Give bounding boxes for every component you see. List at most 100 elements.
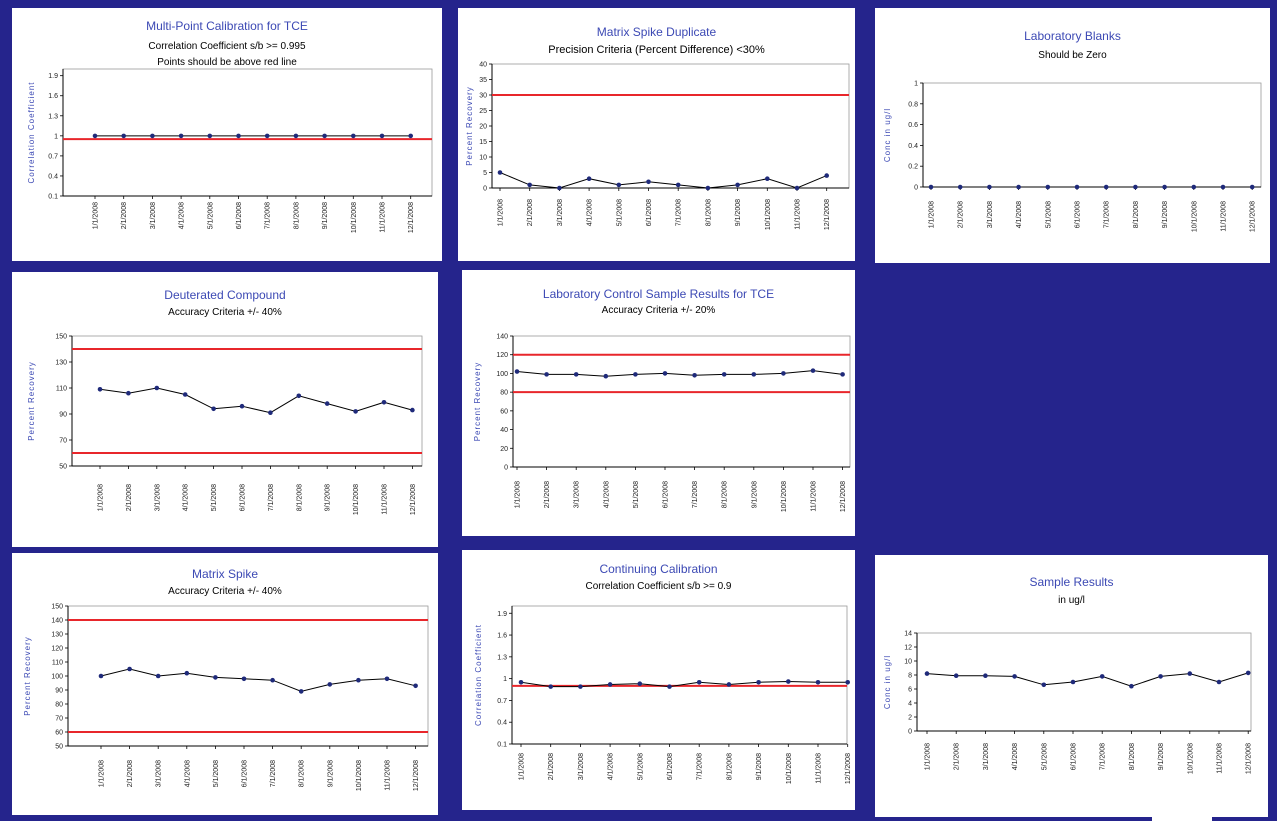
data-point — [1216, 679, 1222, 685]
data-point — [381, 400, 387, 405]
x-tick-label: 7/1/2008 — [265, 202, 272, 229]
chart-deuterated-compound: 50 70 90 110 130 150 Percent Recovery 1/1/2008 2… — [27, 334, 423, 515]
series-line — [100, 668, 416, 692]
y-tick-label: 140 — [496, 334, 508, 341]
data-point — [840, 372, 845, 377]
data-point — [384, 676, 390, 682]
y-tick-label: 90 — [59, 412, 67, 419]
x-tick-label: 11/1/2008 — [795, 199, 802, 230]
x-tick-label: 8/1/2008 — [726, 753, 733, 780]
x-tick-label: 7/1/2008 — [676, 199, 683, 226]
x-tick-label: 7/1/2008 — [1104, 201, 1111, 228]
y-axis-title: Correlation Coefficient — [474, 624, 483, 726]
y-tick-label: 25 — [479, 108, 487, 115]
x-tick-label: 7/1/2008 — [692, 481, 699, 508]
data-point — [794, 185, 800, 191]
data-point — [527, 182, 532, 188]
x-tick-label: 4/1/2008 — [1012, 743, 1019, 770]
data-point — [518, 679, 524, 685]
x-tick-label: 9/1/2008 — [322, 202, 329, 229]
x-tick-label: 12/1/2008 — [840, 481, 847, 512]
data-point — [1245, 670, 1251, 676]
y-tick-label: 0 — [504, 465, 508, 472]
y-tick-label: 1.3 — [48, 113, 58, 120]
y-tick-label: 1.9 — [497, 611, 507, 618]
y-tick-label: 120 — [51, 646, 63, 653]
data-point — [178, 133, 184, 139]
y-tick-label: 6 — [908, 687, 912, 694]
x-tick-label: 9/1/2008 — [325, 484, 332, 511]
x-tick-label: 6/1/2008 — [667, 753, 674, 780]
data-point — [721, 372, 727, 377]
data-point — [557, 185, 562, 191]
x-tick-label: 11/1/2008 — [811, 481, 818, 512]
series-line — [99, 387, 413, 414]
y-axis-title: Percent Recovery — [23, 636, 32, 716]
chart-panel-laboratory-blanks: Laboratory Blanks Should be Zero 0 0.2 0.4… — [875, 8, 1270, 263]
data-point — [121, 133, 126, 139]
x-tick-label: 1/1/2008 — [498, 199, 505, 226]
y-tick-label: 60 — [55, 730, 63, 737]
x-tick-label: 5/1/2008 — [616, 199, 623, 226]
data-point — [756, 679, 761, 685]
data-point — [573, 372, 579, 377]
data-point — [735, 182, 740, 188]
y-tick-label: 110 — [56, 386, 67, 393]
chart-panel-deuterated-compound: Deuterated Compound Accuracy Criteria +/… — [12, 272, 438, 547]
data-point — [544, 372, 549, 377]
chart-title: Matrix Spike Duplicate — [596, 25, 717, 39]
data-point — [356, 677, 361, 683]
chart-title: Continuing Calibration — [599, 562, 718, 576]
plot-area — [67, 605, 429, 747]
y-tick-label: 70 — [55, 716, 63, 723]
y-tick-label: 1.3 — [497, 654, 507, 661]
x-tick-label: 8/1/2008 — [296, 484, 303, 511]
chart-subtitle-2: Points should be above red line — [157, 57, 297, 68]
plot-area — [511, 605, 848, 745]
x-tick-label: 5/1/2008 — [637, 753, 644, 780]
x-tick-label: 10/1/2008 — [1191, 201, 1198, 232]
data-point — [781, 371, 786, 376]
x-tick-label: 5/1/2008 — [633, 481, 640, 508]
data-point — [514, 369, 520, 374]
chart-continuing-calibration: 0.1 0.4 0.7 1 1.3 1.6 1.9 Correlation Coefficie… — [474, 605, 852, 784]
y-tick-label: 10 — [904, 659, 912, 666]
data-point — [241, 676, 247, 682]
y-tick-label: 100 — [496, 371, 508, 378]
x-tick-label: 6/1/2008 — [1075, 201, 1082, 228]
data-point — [1016, 184, 1021, 190]
x-tick-label: 9/1/2008 — [327, 760, 334, 787]
y-tick-label: 2 — [908, 715, 912, 722]
data-point — [667, 684, 672, 689]
y-tick-label: 100 — [51, 674, 63, 681]
data-point — [293, 133, 299, 139]
x-tick-label: 11/1/2008 — [385, 760, 392, 791]
x-tick-label: 6/1/2008 — [646, 199, 653, 226]
data-point — [675, 182, 681, 188]
x-tick-label: 12/1/2008 — [824, 199, 831, 230]
y-tick-label: 0.1 — [48, 194, 58, 201]
y-tick-label: 0.4 — [48, 173, 58, 180]
y-tick-label: 0.7 — [497, 698, 507, 705]
x-tick-label: 2/1/2008 — [548, 753, 555, 780]
data-point — [586, 176, 592, 181]
data-point — [1187, 671, 1193, 676]
y-tick-label: 1.6 — [497, 633, 507, 640]
chart-title: Laboratory Blanks — [1024, 29, 1121, 43]
x-tick-label: 8/1/2008 — [1129, 743, 1136, 770]
chart-title: Laboratory Control Sample Results for TC… — [542, 287, 775, 301]
data-point — [408, 133, 414, 139]
x-tick-label: 1/1/2008 — [515, 481, 522, 508]
chart-subtitle: Accuracy Criteria +/- 40% — [168, 307, 282, 318]
data-point — [548, 684, 553, 689]
chart-matrix-spike-duplicate: 0 5 10 15 20 25 30 35 40 Percent Recovery 1/1/2008… — [465, 62, 850, 230]
chart-title: Deuterated Compound — [164, 288, 286, 302]
data-point — [726, 682, 732, 687]
x-tick-label: 1/1/2008 — [519, 753, 526, 780]
chart-subtitle: Correlation Coefficient s/b >= 0.995 — [148, 41, 306, 52]
data-point — [1191, 184, 1197, 190]
x-tick-label: 2/1/2008 — [958, 201, 965, 228]
x-tick-label: 10/1/2008 — [786, 753, 793, 784]
y-tick-label: 150 — [51, 604, 63, 611]
y-tick-label: 1.6 — [48, 93, 58, 100]
